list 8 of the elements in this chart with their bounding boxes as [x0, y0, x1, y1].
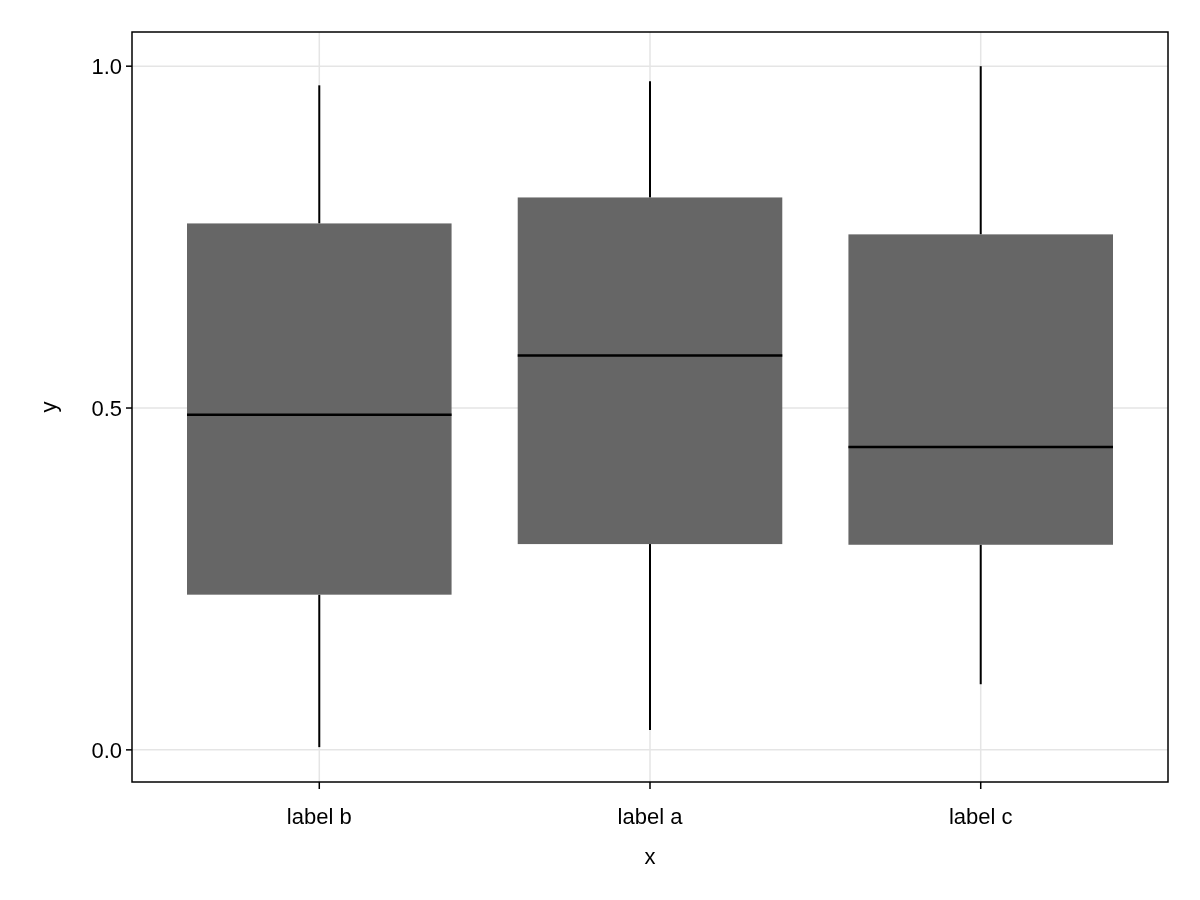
y-axis-title: y [36, 401, 61, 413]
y-tick-label: 0.0 [91, 737, 122, 763]
x-tick-label: label b [286, 804, 352, 829]
x-axis-title: x [644, 844, 656, 869]
x-tick-label: label c [948, 804, 1013, 829]
y-tick-label: 1.0 [91, 53, 122, 79]
y-tick-label: 0.5 [91, 395, 122, 421]
x-tick-label: label a [617, 804, 684, 829]
